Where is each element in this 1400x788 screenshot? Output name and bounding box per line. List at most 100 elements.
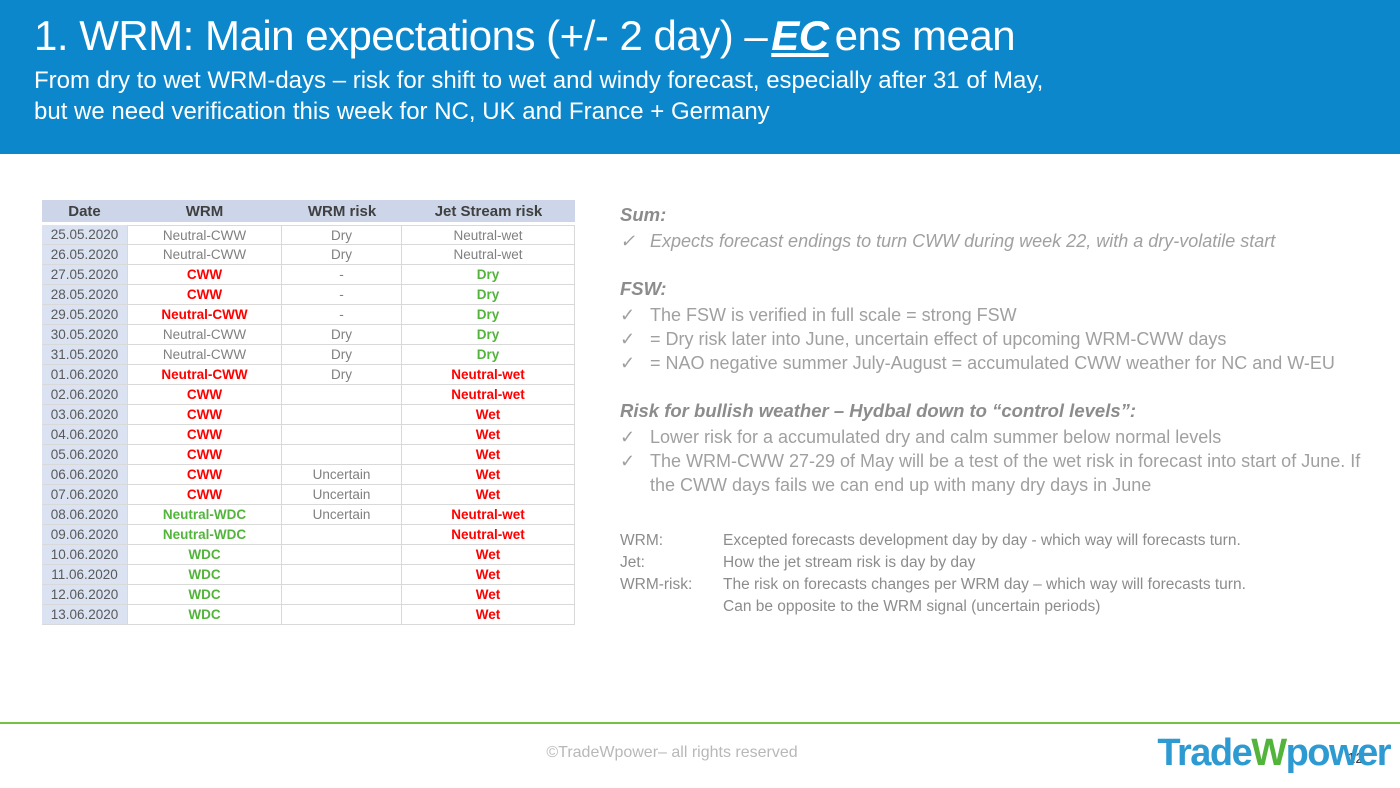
jet-risk-cell: Wet: [402, 465, 575, 485]
jet-risk-cell: Dry: [402, 325, 575, 345]
column-header-jet-stream-risk: Jet Stream risk: [402, 200, 575, 225]
title-prefix: 1. WRM: Main expectations (+/- 2 day) –: [34, 12, 768, 59]
wrm-cell: Neutral-WDC: [127, 525, 282, 545]
date-cell: 04.06.2020: [42, 425, 127, 445]
column-header-wrm: WRM: [127, 200, 282, 225]
wrm-cell: CWW: [127, 485, 282, 505]
jet-risk-cell: Wet: [402, 585, 575, 605]
table-row: 31.05.2020 Neutral-CWW Dry Dry: [42, 345, 575, 365]
column-header-wrm-risk: WRM risk: [282, 200, 402, 225]
wrm-risk-cell: Dry: [282, 325, 402, 345]
slide-subtitle: From dry to wet WRM-days – risk for shif…: [34, 65, 1376, 127]
wrm-table-body: 25.05.2020 Neutral-CWW Dry Neutral-wet 26.05…: [42, 225, 575, 625]
date-cell: 26.05.2020: [42, 245, 127, 265]
title-emphasis-ec: EC: [771, 12, 829, 59]
logo-part-trade: Trade: [1157, 732, 1252, 774]
title-suffix: ens mean: [834, 12, 1016, 59]
table-row: 08.06.2020 Neutral-WDC Uncertain Neutral-we…: [42, 505, 575, 525]
check-item-text: Lower risk for a accumulated dry and cal…: [650, 427, 1222, 447]
checkmark-icon: ✓: [620, 451, 636, 471]
jet-risk-cell: Dry: [402, 345, 575, 365]
date-cell: 11.06.2020: [42, 565, 127, 585]
wrm-cell: Neutral-CWW: [127, 305, 282, 325]
table-row: 27.05.2020 CWW - Dry: [42, 265, 575, 285]
column-header-date: Date: [42, 200, 127, 225]
wrm-risk-cell: Uncertain: [282, 485, 402, 505]
logo-part-w: W: [1251, 732, 1287, 774]
jet-risk-cell: Dry: [402, 265, 575, 285]
table-row: 05.06.2020 CWW Wet: [42, 445, 575, 465]
table-row: 10.06.2020 WDC Wet: [42, 545, 575, 565]
wrm-cell: Neutral-CWW: [127, 325, 282, 345]
date-cell: 03.06.2020: [42, 405, 127, 425]
wrm-cell: Neutral-CWW: [127, 225, 282, 245]
wrm-risk-cell: -: [282, 285, 402, 305]
wrm-risk-cell: -: [282, 305, 402, 325]
table-row: 02.06.2020 CWW Neutral-wet: [42, 385, 575, 405]
wrm-cell: CWW: [127, 425, 282, 445]
jet-risk-cell: Wet: [402, 485, 575, 505]
wrm-risk-cell: [282, 385, 402, 405]
jet-risk-cell: Neutral-wet: [402, 525, 575, 545]
date-cell: 25.05.2020: [42, 225, 127, 245]
wrm-risk-cell: [282, 565, 402, 585]
check-item-text: The FSW is verified in full scale = stro…: [650, 305, 1017, 325]
definition-description: How the jet stream risk is day by day: [723, 554, 976, 571]
table-row: 09.06.2020 Neutral-WDC Neutral-wet: [42, 525, 575, 545]
page-number: 12: [1347, 750, 1364, 767]
definition-description: The risk on forecasts changes per WRM da…: [723, 576, 1246, 615]
jet-risk-cell: Wet: [402, 445, 575, 465]
jet-risk-cell: Wet: [402, 425, 575, 445]
wrm-cell: CWW: [127, 465, 282, 485]
jet-risk-cell: Wet: [402, 605, 575, 625]
logo-part-power: power: [1285, 732, 1392, 774]
check-item-text: The WRM-CWW 27-29 of May will be a test …: [650, 451, 1361, 495]
table-row: 01.06.2020 Neutral-CWW Dry Neutral-wet: [42, 365, 575, 385]
table-row: 25.05.2020 Neutral-CWW Dry Neutral-wet: [42, 225, 575, 245]
subtitle-line-2: but we need verification this week for N…: [34, 98, 770, 125]
date-cell: 27.05.2020: [42, 265, 127, 285]
checkmark-icon: ✓: [620, 353, 636, 373]
wrm-cell: WDC: [127, 585, 282, 605]
check-item-text: = Dry risk later into June, uncertain ef…: [650, 329, 1227, 349]
notes-section: FSW: ✓ The FSW is verified in full scale =…: [620, 278, 1362, 375]
wrm-cell: CWW: [127, 385, 282, 405]
jet-risk-cell: Wet: [402, 405, 575, 425]
wrm-risk-cell: [282, 585, 402, 605]
date-cell: 10.06.2020: [42, 545, 127, 565]
date-cell: 08.06.2020: [42, 505, 127, 525]
wrm-risk-cell: [282, 545, 402, 565]
definition-row: Jet: How the jet stream risk is day by da…: [620, 552, 1362, 574]
table-row: 03.06.2020 CWW Wet: [42, 405, 575, 425]
wrm-cell: CWW: [127, 265, 282, 285]
table-row: 12.06.2020 WDC Wet: [42, 585, 575, 605]
jet-risk-cell: Dry: [402, 285, 575, 305]
date-cell: 28.05.2020: [42, 285, 127, 305]
wrm-risk-cell: Uncertain: [282, 505, 402, 525]
notes-panel: Sum: ✓ Expects forecast endings to turn CW…: [620, 204, 1362, 618]
definition-description: Excepted forecasts development day by da…: [723, 532, 1241, 549]
date-cell: 29.05.2020: [42, 305, 127, 325]
definitions-list: WRM: Excepted forecasts development day b…: [620, 530, 1362, 618]
footer-divider: [0, 722, 1400, 724]
wrm-cell: WDC: [127, 605, 282, 625]
wrm-risk-cell: Uncertain: [282, 465, 402, 485]
check-list-item: ✓ The WRM-CWW 27-29 of May will be a test…: [620, 449, 1362, 497]
slide-header: 1. WRM: Main expectations (+/- 2 day) –E…: [0, 0, 1400, 154]
subtitle-line-1: From dry to wet WRM-days – risk for shif…: [34, 67, 1044, 94]
notes-section: Sum: ✓ Expects forecast endings to turn CW…: [620, 204, 1362, 253]
wrm-risk-cell: [282, 445, 402, 465]
jet-risk-cell: Wet: [402, 565, 575, 585]
check-item-text: Expects forecast endings to turn CWW dur…: [650, 231, 1276, 251]
checkmark-icon: ✓: [620, 329, 636, 349]
wrm-cell: Neutral-CWW: [127, 365, 282, 385]
section-heading: Risk for bullish weather – Hydbal down t…: [620, 400, 1137, 421]
wrm-cell: CWW: [127, 445, 282, 465]
section-heading: Sum:: [620, 204, 667, 225]
check-list-item: ✓ The FSW is verified in full scale = str…: [620, 303, 1362, 327]
date-cell: 12.06.2020: [42, 585, 127, 605]
definition-row: WRM: Excepted forecasts development day b…: [620, 530, 1362, 552]
table-row: 13.06.2020 WDC Wet: [42, 605, 575, 625]
date-cell: 13.06.2020: [42, 605, 127, 625]
